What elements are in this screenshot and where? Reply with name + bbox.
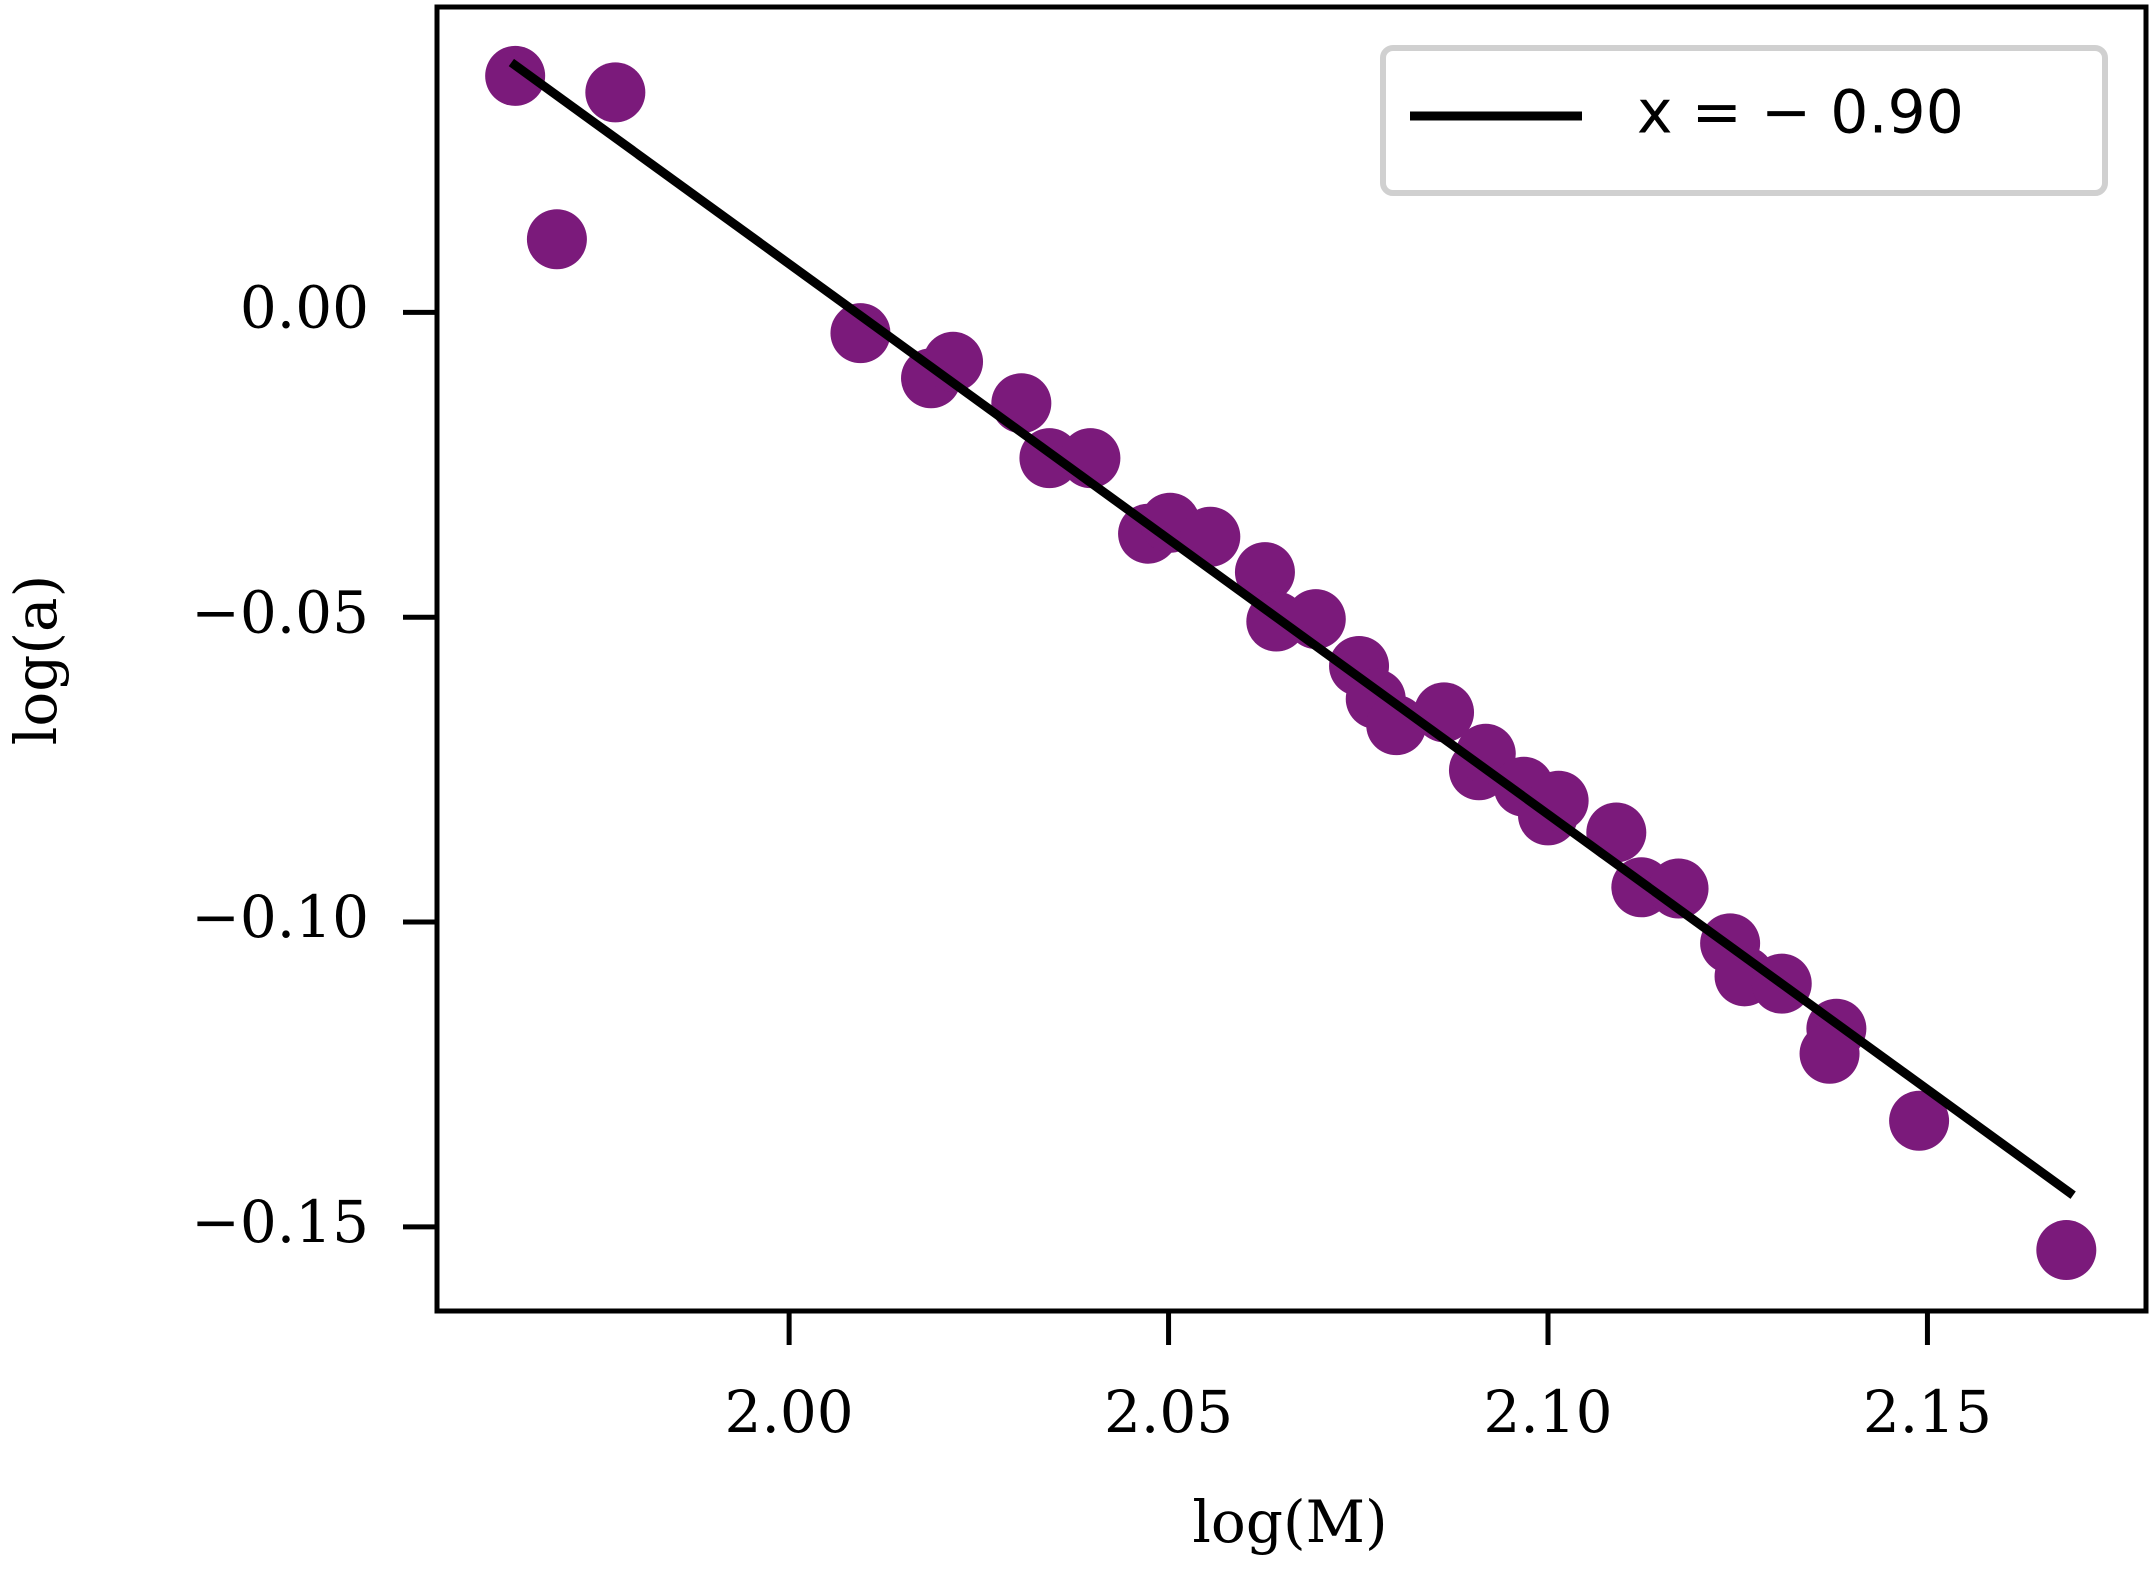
y-axis-label: log(a) (2, 575, 70, 745)
y-tick-label: −0.15 (191, 1188, 369, 1256)
point (585, 62, 646, 123)
point (1285, 589, 1346, 650)
point (830, 303, 891, 364)
y-tick-label: 0.00 (240, 273, 369, 341)
x-tick-label: 2.00 (725, 1378, 854, 1446)
point (991, 373, 1052, 434)
point (1799, 1023, 1860, 1084)
point (526, 209, 587, 270)
x-tick-label: 2.05 (1104, 1378, 1233, 1446)
legend-box (1380, 45, 2108, 196)
x-axis-label: log(M) (1192, 1488, 1387, 1556)
y-tick-label: −0.05 (191, 578, 369, 646)
point (2036, 1220, 2097, 1281)
x-tick-label: 2.10 (1483, 1378, 1612, 1446)
y-tick-label: −0.10 (191, 883, 369, 951)
plot-frame (434, 4, 2149, 1314)
point (485, 45, 546, 106)
point (1180, 506, 1241, 567)
legend-label: x = − 0.90 (1637, 78, 1964, 148)
point (1234, 542, 1295, 603)
point (1889, 1090, 1950, 1151)
x-tick-label: 2.15 (1863, 1378, 1992, 1446)
fit-line (508, 58, 2076, 1199)
